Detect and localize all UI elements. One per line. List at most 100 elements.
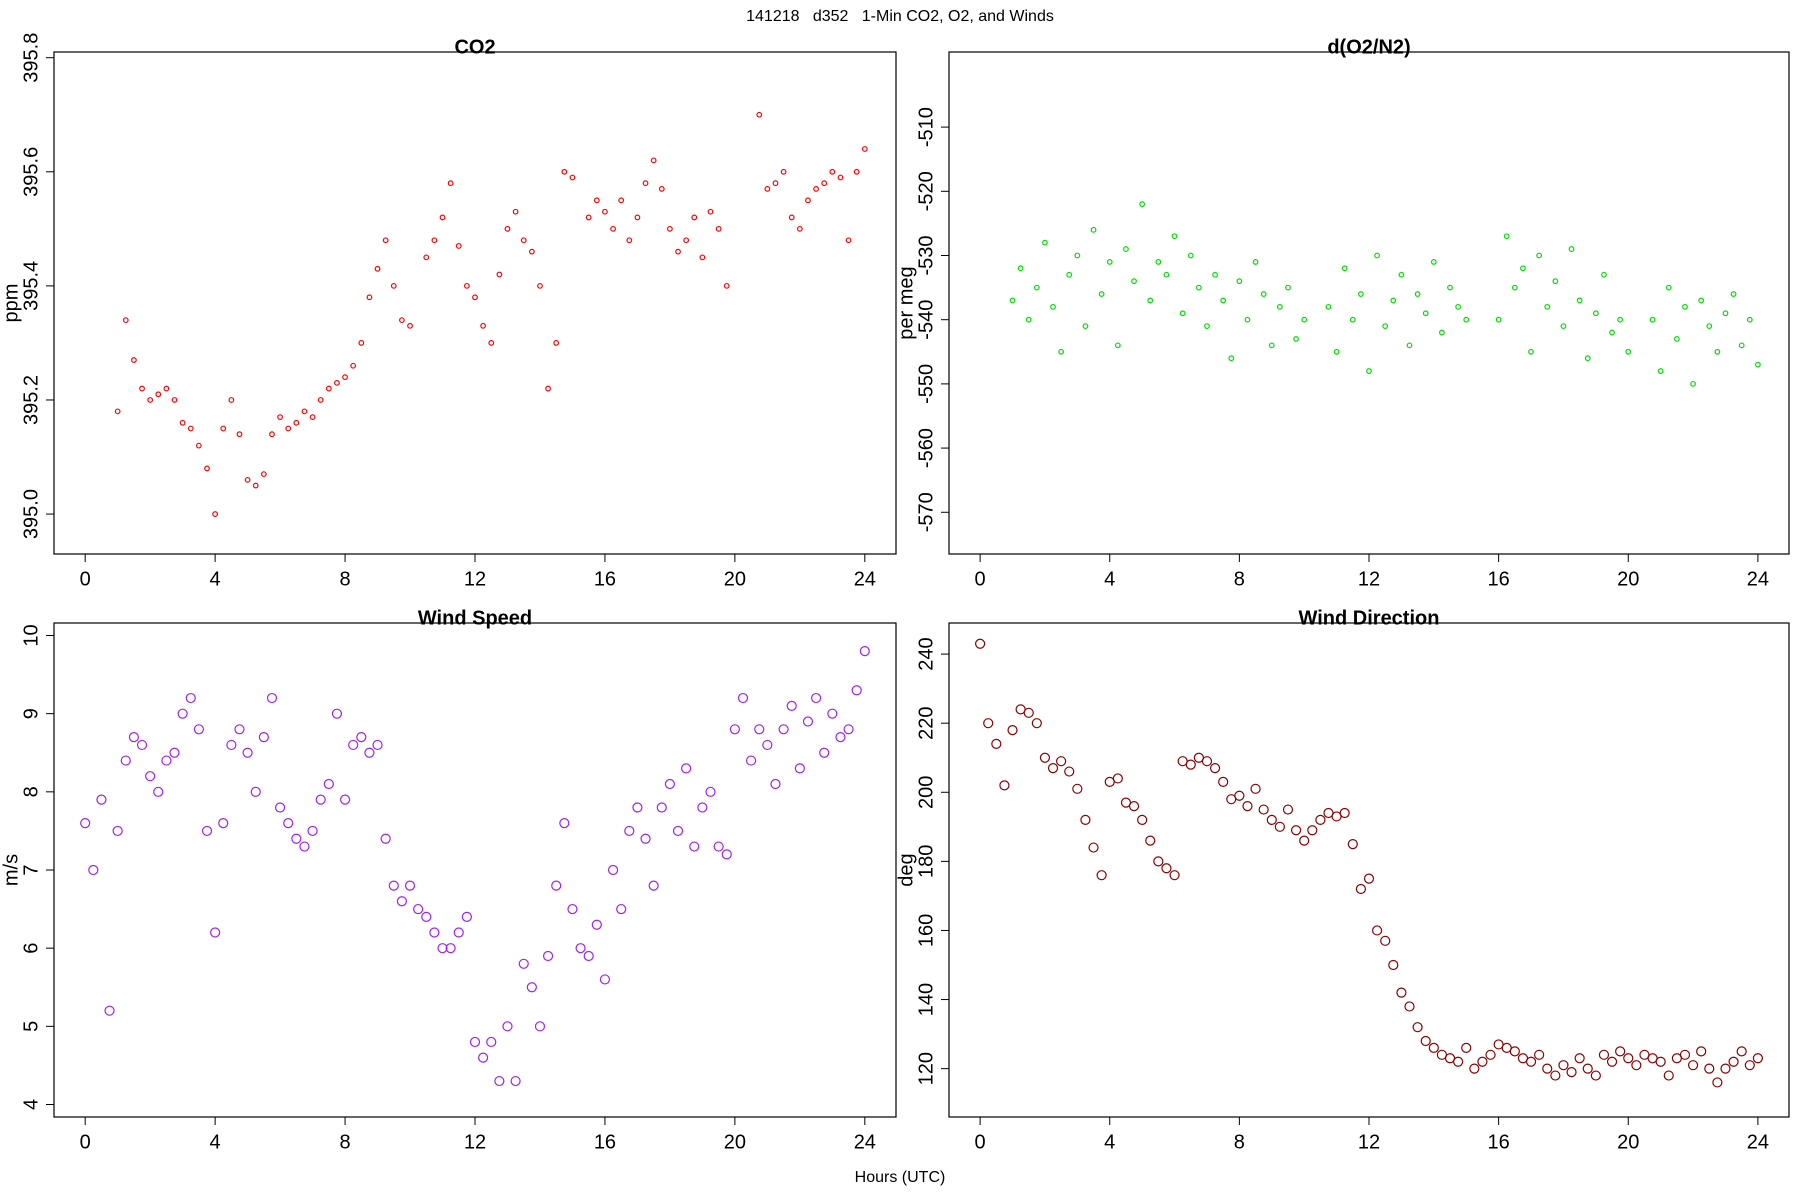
data-point xyxy=(861,146,868,152)
x-tick-label: 12 xyxy=(1358,1131,1380,1153)
data-point xyxy=(244,476,251,483)
y-tick-label: 395.0 xyxy=(20,489,42,539)
data-point xyxy=(1009,297,1016,304)
data-point xyxy=(1185,759,1196,770)
data-point xyxy=(1299,835,1310,846)
data-point xyxy=(1388,959,1399,971)
y-tick-label: 10 xyxy=(20,624,42,646)
data-point xyxy=(1031,718,1042,729)
plot-frame xyxy=(948,622,1790,1118)
data-point xyxy=(399,317,405,324)
data-point xyxy=(228,397,235,403)
data-point xyxy=(266,692,278,704)
data-point xyxy=(1187,252,1194,259)
panel-title: Wind Direction xyxy=(1299,607,1440,629)
data-point xyxy=(1242,800,1253,812)
data-point xyxy=(1266,814,1277,826)
data-point xyxy=(234,724,245,735)
x-tick-label: 4 xyxy=(1104,1131,1115,1153)
data-point xyxy=(366,294,373,301)
data-point xyxy=(1090,226,1097,233)
data-point xyxy=(291,833,302,844)
data-point xyxy=(1534,1049,1545,1060)
data-point xyxy=(1396,987,1407,998)
data-point xyxy=(650,157,657,164)
data-point xyxy=(1706,323,1713,330)
data-point xyxy=(1250,783,1261,794)
data-point xyxy=(1276,303,1283,310)
data-point xyxy=(1439,329,1445,336)
data-point xyxy=(713,841,724,852)
x-tick-label: 20 xyxy=(724,568,746,590)
data-point xyxy=(236,431,243,438)
data-point xyxy=(664,778,676,790)
data-point xyxy=(1131,278,1137,285)
data-point xyxy=(1025,316,1032,323)
data-point xyxy=(486,1036,497,1048)
data-point xyxy=(1649,316,1656,323)
data-point xyxy=(1228,355,1235,362)
data-point xyxy=(1469,1063,1480,1074)
data-point xyxy=(721,849,732,860)
data-point xyxy=(715,225,722,232)
data-point xyxy=(145,771,156,782)
data-point xyxy=(843,724,854,735)
data-point xyxy=(1293,336,1299,342)
x-tick-label: 24 xyxy=(1747,568,1769,590)
data-point xyxy=(220,425,227,432)
data-point xyxy=(356,732,367,743)
data-point xyxy=(1704,1063,1715,1074)
data-point xyxy=(599,974,611,985)
data-point xyxy=(610,225,616,232)
data-point xyxy=(602,208,608,215)
data-point xyxy=(1606,1056,1618,1067)
data-point xyxy=(1617,316,1624,323)
data-point xyxy=(1315,814,1326,826)
data-point xyxy=(447,180,454,187)
data-point xyxy=(1712,1077,1723,1088)
data-point xyxy=(1039,752,1051,763)
x-tick-label: 8 xyxy=(339,568,350,590)
y-tick-label: 395.8 xyxy=(20,33,42,83)
data-point xyxy=(1058,348,1065,355)
data-point xyxy=(829,168,836,175)
data-point xyxy=(1574,1053,1585,1064)
data-point xyxy=(453,927,464,938)
data-point xyxy=(1430,259,1437,265)
data-point xyxy=(723,282,730,289)
data-point xyxy=(1380,935,1391,946)
data-point xyxy=(317,397,324,403)
data-point xyxy=(1236,278,1243,285)
data-point xyxy=(1536,252,1543,259)
data-point xyxy=(480,322,487,329)
data-point xyxy=(1736,1046,1747,1057)
data-point xyxy=(307,825,318,837)
data-point xyxy=(821,180,828,187)
data-point xyxy=(837,174,844,181)
data-point xyxy=(301,408,308,415)
y-tick-label: -540 xyxy=(915,300,937,340)
data-point xyxy=(1714,348,1721,355)
data-point xyxy=(177,708,188,719)
panel-title: d(O2/N2) xyxy=(1327,36,1410,58)
data-point xyxy=(1744,1060,1755,1071)
x-tick-label: 12 xyxy=(464,568,486,590)
data-point xyxy=(697,802,708,813)
data-point xyxy=(429,927,440,938)
data-point xyxy=(1382,323,1389,330)
y-tick-label: 5 xyxy=(20,1021,42,1032)
data-point xyxy=(1412,1022,1423,1033)
data-point xyxy=(805,197,811,204)
data-point xyxy=(802,716,814,727)
data-point xyxy=(1082,323,1089,330)
data-point xyxy=(624,825,635,837)
data-point xyxy=(1720,1063,1731,1074)
y-tick-label: 8 xyxy=(20,786,42,797)
data-point xyxy=(1655,1056,1666,1067)
data-point xyxy=(534,1021,546,1032)
data-point xyxy=(537,282,543,289)
data-point xyxy=(520,237,527,244)
data-point xyxy=(1722,310,1729,317)
data-point xyxy=(780,168,787,175)
data-point xyxy=(1609,329,1615,336)
